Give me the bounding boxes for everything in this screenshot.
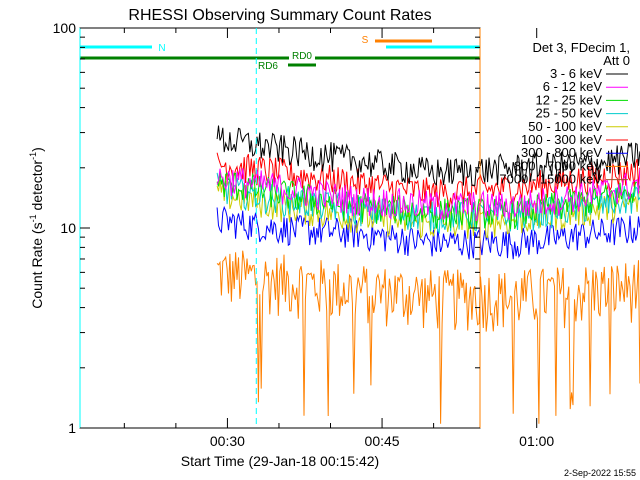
legend-label-4: 50 - 100 keV <box>528 119 602 134</box>
legend-label-2: 12 - 25 keV <box>536 92 603 107</box>
flag-label-bg <box>289 50 315 61</box>
y-axis-label-sup1: -1 <box>28 214 38 222</box>
flag-label-n: N <box>158 43 165 54</box>
flag-label-rd0: RD0 <box>292 51 312 62</box>
y-axis-label-mid: detector <box>29 160 45 215</box>
legend-label-0: 3 - 6 keV <box>550 66 602 81</box>
legend-label-3: 25 - 50 keV <box>536 106 603 121</box>
x-tick-label-1: 00:45 <box>365 433 400 449</box>
y-tick-label-2: 100 <box>53 20 77 36</box>
x-tick-label-2: 01:00 <box>519 433 554 449</box>
y-axis-label-end: ) <box>29 147 45 152</box>
y-axis-ticks: 1 10 100 <box>53 20 480 436</box>
series-line-3 <box>216 172 640 235</box>
chart-title: RHESSI Observing Summary Count Rates <box>128 7 431 24</box>
series-line-2 <box>216 172 640 230</box>
series-line-7 <box>216 250 640 424</box>
y-axis-label: Count Rate (s-1 detector-1) <box>28 147 45 309</box>
x-axis-label: Start Time (29-Jan-18 00:15:42) <box>181 453 379 469</box>
legend-label-7: 800 - 7000 keV <box>514 158 603 173</box>
series-line-5 <box>216 152 640 209</box>
series-line-6 <box>216 205 640 260</box>
legend-label-1: 6 - 12 keV <box>543 79 603 94</box>
legend-header-line1: Det 3, FDecim 1, <box>532 40 630 55</box>
flag-label-rd6: RD6 <box>258 61 278 72</box>
x-tick-label-0: 00:30 <box>210 433 245 449</box>
y-tick-label-1: 10 <box>60 220 76 236</box>
legend-label-5: 100 - 300 keV <box>521 132 602 147</box>
footer-timestamp: 2-Sep-2022 15:55 <box>564 468 636 478</box>
series-lines <box>216 125 640 424</box>
y-tick-label-0: 1 <box>68 420 76 436</box>
legend-header-line2: Att 0 <box>603 53 630 68</box>
legend-label-6: 300 - 800 keV <box>521 145 602 160</box>
flag-label-s: S <box>362 35 369 46</box>
instrument-flags: N RD0 RD6 S <box>80 35 480 72</box>
y-axis-label-sup2: -1 <box>28 152 38 160</box>
series-line-0 <box>216 125 640 187</box>
legend-label-8: 7000 - 15000 keV <box>499 172 602 187</box>
y-axis-label-main: Count Rate (s <box>29 222 45 308</box>
series-line-1 <box>216 168 640 222</box>
